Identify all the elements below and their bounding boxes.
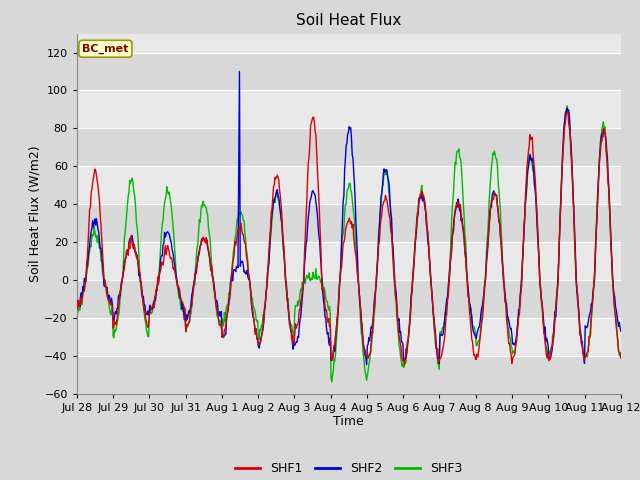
Bar bbox=[77, 356, 621, 394]
Title: Soil Heat Flux: Soil Heat Flux bbox=[296, 13, 401, 28]
X-axis label: Time: Time bbox=[333, 415, 364, 429]
Bar bbox=[77, 204, 621, 242]
Text: BC_met: BC_met bbox=[82, 44, 129, 54]
Legend: SHF1, SHF2, SHF3: SHF1, SHF2, SHF3 bbox=[230, 457, 467, 480]
Y-axis label: Soil Heat Flux (W/m2): Soil Heat Flux (W/m2) bbox=[29, 145, 42, 282]
Bar bbox=[77, 128, 621, 166]
Bar bbox=[77, 52, 621, 90]
Bar bbox=[77, 280, 621, 318]
